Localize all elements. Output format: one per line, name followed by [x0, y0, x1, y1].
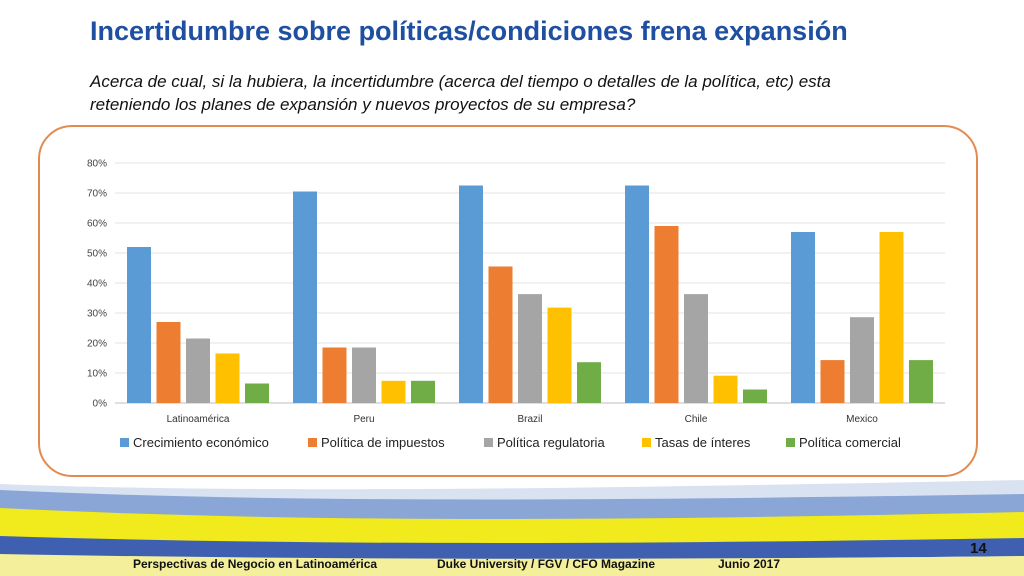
page-number: 14 — [970, 540, 987, 557]
y-tick-label: 10% — [87, 369, 107, 380]
bar-brazil-series-1 — [459, 185, 483, 403]
decorative-swoosh-banner — [0, 480, 1024, 576]
bar-latinoam-rica-series-1 — [127, 247, 151, 403]
bar-peru-series-1 — [293, 191, 317, 403]
bar-latinoam-rica-series-2 — [156, 322, 181, 403]
bar-chile-series-1 — [625, 185, 649, 403]
y-tick-label: 20% — [87, 339, 107, 350]
y-tick-label: 60% — [87, 219, 107, 230]
legend-entry: Tasas de ínteres — [655, 435, 751, 450]
footer-report-name: Perspectivas de Negocio en Latinoamérica — [133, 557, 378, 571]
x-tick-label: Mexico — [846, 414, 878, 425]
footer-date: Junio 2017 — [718, 557, 781, 571]
bar-brazil-series-5 — [577, 362, 601, 403]
legend-swatch — [786, 438, 795, 447]
legend-entry: Política regulatoria — [497, 435, 605, 450]
footer-sources: Duke University / FGV / CFO Magazine — [437, 557, 656, 571]
x-tick-label: Brazil — [517, 414, 542, 425]
y-tick-label: 50% — [87, 249, 107, 260]
bar-chile-series-3 — [684, 294, 708, 403]
bar-brazil-series-2 — [488, 266, 513, 403]
legend-swatch — [308, 438, 317, 447]
y-tick-label: 40% — [87, 279, 107, 290]
bar-chile-series-5 — [743, 389, 767, 403]
legend-entry: Crecimiento económico — [133, 435, 269, 450]
bar-latinoam-rica-series-3 — [186, 338, 210, 403]
x-tick-label: Chile — [685, 414, 708, 425]
bar-mexico-series-5 — [909, 360, 933, 403]
bar-peru-series-2 — [322, 347, 347, 403]
bar-brazil-series-4 — [547, 307, 572, 403]
legend-swatch — [120, 438, 129, 447]
legend-swatch — [642, 438, 651, 447]
question-text: Acerca de cual, si la hubiera, la incert… — [90, 72, 831, 114]
bar-mexico-series-4 — [879, 232, 904, 403]
bar-chile-series-2 — [654, 226, 679, 403]
legend-entry: Política comercial — [799, 435, 901, 450]
bar-peru-series-5 — [411, 380, 435, 403]
bar-mexico-series-3 — [850, 317, 874, 403]
bar-mexico-series-2 — [820, 360, 845, 403]
bar-latinoam-rica-series-5 — [245, 383, 269, 403]
bar-peru-series-4 — [381, 380, 406, 403]
legend-entry: Política de impuestos — [321, 435, 445, 450]
y-tick-label: 80% — [87, 159, 107, 170]
slide-title: Incertidumbre sobre políticas/condicione… — [90, 16, 848, 46]
x-tick-label: Latinoamérica — [167, 414, 230, 425]
legend-swatch — [484, 438, 493, 447]
bar-chile-series-4 — [713, 375, 738, 403]
y-tick-label: 30% — [87, 309, 107, 320]
bar-mexico-series-1 — [791, 232, 815, 403]
y-tick-label: 0% — [93, 399, 108, 410]
x-tick-label: Peru — [353, 414, 374, 425]
y-tick-label: 70% — [87, 189, 107, 200]
bar-brazil-series-3 — [518, 294, 542, 403]
bar-latinoam-rica-series-4 — [215, 353, 240, 403]
bar-peru-series-3 — [352, 347, 376, 403]
